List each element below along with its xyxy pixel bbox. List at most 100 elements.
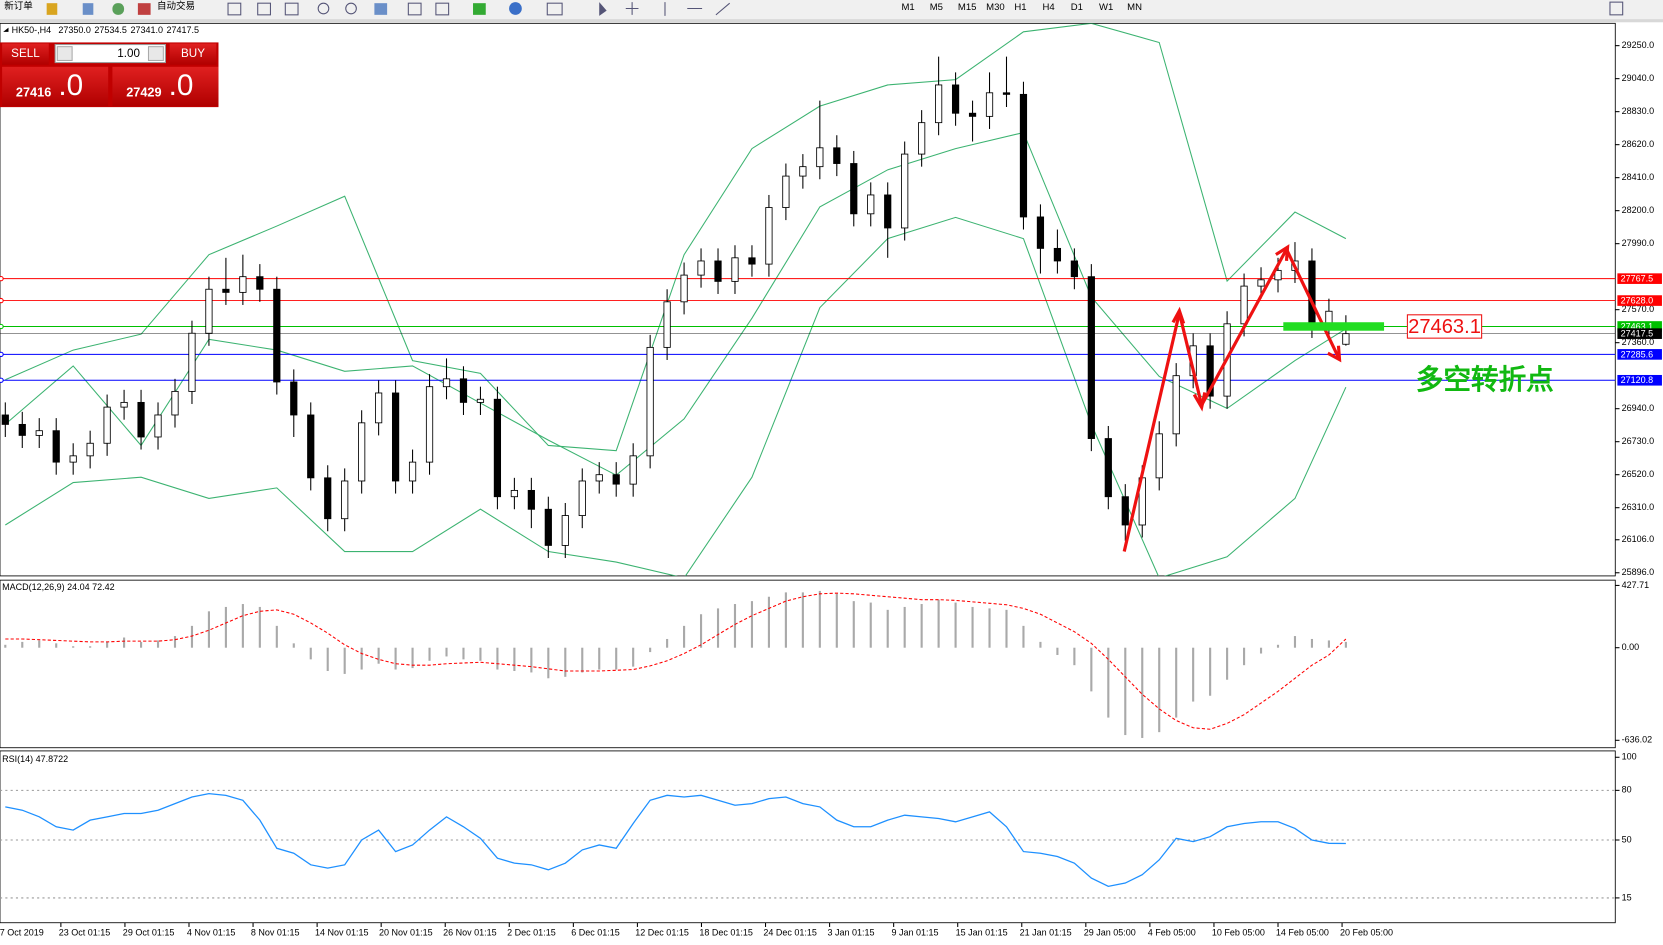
candle-body bbox=[731, 257, 739, 282]
candle-body bbox=[663, 301, 671, 348]
price-callout: 27463.1 bbox=[1408, 316, 1481, 338]
timeframe-button[interactable]: M30 bbox=[986, 2, 1005, 13]
x-tick-label: 23 Oct 01:15 bbox=[59, 928, 111, 938]
macd-bar bbox=[1124, 647, 1127, 736]
candle-body bbox=[1206, 345, 1214, 397]
macd-bar bbox=[835, 593, 838, 648]
candle-body bbox=[612, 474, 620, 485]
x-tick-label: 8 Nov 01:15 bbox=[251, 928, 300, 938]
timeframe-button[interactable]: M1 bbox=[901, 2, 914, 13]
macd-bar bbox=[1276, 644, 1280, 648]
macd-bar bbox=[1073, 647, 1076, 666]
line-anchor bbox=[0, 297, 4, 304]
candle-body bbox=[1172, 375, 1180, 435]
macd-bar bbox=[207, 611, 210, 648]
y-tick-label: 27990.0 bbox=[1622, 238, 1655, 248]
candle-body bbox=[1, 414, 9, 425]
y-tick-label: 15 bbox=[1622, 892, 1632, 902]
bid-price: 27416 bbox=[16, 85, 51, 100]
x-tick-label: 26 Nov 01:15 bbox=[443, 928, 497, 938]
macd-bar bbox=[903, 606, 906, 648]
y-tick-label: 26940.0 bbox=[1622, 403, 1655, 413]
y-tick-label: 28830.0 bbox=[1622, 106, 1655, 116]
macd-bar bbox=[1022, 625, 1025, 648]
chart-title: HK50-,H4 bbox=[12, 25, 52, 35]
candle-body bbox=[765, 207, 773, 265]
timeframe-button[interactable]: H4 bbox=[1043, 2, 1056, 13]
macd-bar bbox=[394, 647, 397, 670]
x-tick-label: 6 Dec 01:15 bbox=[571, 928, 620, 938]
auto-trading-button[interactable]: 自动交易 bbox=[157, 0, 195, 12]
macd-bar bbox=[1259, 647, 1263, 654]
bid-box[interactable] bbox=[2, 66, 109, 107]
macd-bar bbox=[1090, 647, 1093, 692]
price-label-box bbox=[1617, 321, 1662, 332]
candle-body bbox=[188, 332, 196, 392]
candle-body bbox=[408, 461, 417, 482]
timeframe-button[interactable]: M15 bbox=[958, 2, 977, 13]
buy-label: BUY bbox=[181, 47, 205, 60]
candle-body bbox=[833, 147, 841, 164]
candle-body bbox=[1257, 279, 1265, 287]
macd-bar bbox=[971, 606, 974, 648]
lots-down[interactable] bbox=[56, 46, 73, 61]
macd-bar bbox=[241, 604, 244, 648]
x-tick-label: 3 Jan 01:15 bbox=[827, 928, 874, 938]
icon bbox=[112, 3, 125, 15]
macd-bar bbox=[547, 647, 550, 679]
candle-body bbox=[1002, 92, 1011, 95]
timeframe-button[interactable]: H1 bbox=[1014, 2, 1026, 13]
lots-input[interactable] bbox=[54, 44, 166, 64]
buy-button[interactable] bbox=[169, 43, 217, 65]
macd-bar bbox=[632, 647, 635, 667]
x-tick-label: 10 Feb 05:00 bbox=[1212, 928, 1265, 938]
candle-body bbox=[680, 274, 688, 303]
x-tick-label: 15 Jan 01:15 bbox=[956, 928, 1008, 938]
timeframe-button[interactable]: M5 bbox=[930, 2, 943, 13]
timeframe-button[interactable]: MN bbox=[1127, 2, 1142, 13]
macd-bar bbox=[258, 606, 261, 648]
macd-bar bbox=[852, 601, 855, 648]
candle-body bbox=[1155, 433, 1163, 479]
macd-bar bbox=[1039, 641, 1042, 648]
search-icon bbox=[1609, 1, 1624, 16]
macd-bar bbox=[1243, 647, 1246, 666]
candle-body bbox=[799, 166, 807, 177]
candle-body bbox=[476, 398, 485, 403]
candle-body bbox=[1104, 438, 1112, 498]
price-label-box bbox=[1617, 273, 1662, 284]
candle-body bbox=[1070, 260, 1078, 278]
macd-bar bbox=[377, 647, 380, 664]
price-label: 27628.0 bbox=[1621, 295, 1654, 305]
lots-up[interactable] bbox=[147, 46, 164, 61]
candle-body bbox=[629, 455, 637, 485]
candle-body bbox=[425, 386, 434, 463]
candle-body bbox=[375, 392, 383, 424]
x-tick-label: 29 Jan 05:00 bbox=[1084, 928, 1136, 938]
candle-body bbox=[341, 480, 349, 520]
macd-bar bbox=[1005, 609, 1008, 648]
price-label: 27417.5 bbox=[1621, 329, 1654, 339]
candle-body bbox=[935, 84, 943, 124]
candle-body bbox=[222, 288, 230, 293]
timeframe-button[interactable]: W1 bbox=[1099, 2, 1113, 13]
new-order-button[interactable]: 新订单 bbox=[4, 0, 33, 12]
x-tick-label: 18 Dec 01:15 bbox=[699, 928, 753, 938]
sell-button[interactable] bbox=[2, 43, 49, 65]
candle-body bbox=[884, 194, 892, 229]
candle-body bbox=[120, 401, 128, 408]
macd-bar bbox=[21, 641, 24, 648]
candle-body bbox=[86, 442, 94, 457]
line-anchor bbox=[0, 351, 4, 358]
candle-body bbox=[442, 378, 451, 388]
macd-bar bbox=[1107, 647, 1110, 718]
price-label-box bbox=[1617, 374, 1662, 386]
candle-body bbox=[1036, 216, 1045, 249]
rsi-layer bbox=[0, 789, 1616, 899]
timeframe-button[interactable]: D1 bbox=[1071, 2, 1083, 13]
y-tick-label: 28620.0 bbox=[1622, 139, 1655, 149]
candle-body bbox=[1121, 496, 1129, 526]
ask-box[interactable] bbox=[112, 66, 219, 107]
candle-body bbox=[290, 381, 298, 416]
icon bbox=[137, 3, 151, 15]
